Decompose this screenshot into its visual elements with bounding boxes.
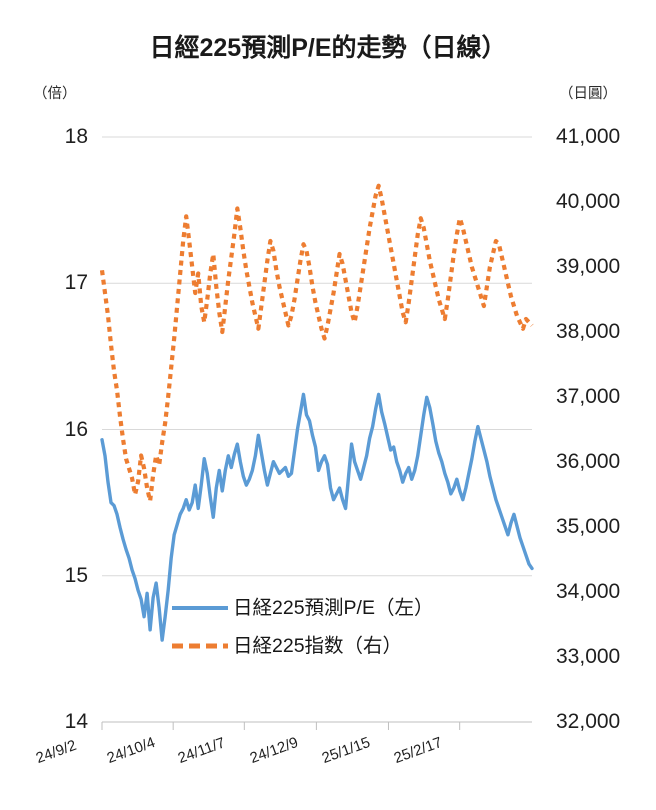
series-line-2 <box>99 183 534 504</box>
right-axis-tick-label: 32,000 <box>556 710 621 733</box>
gridlines <box>102 136 532 723</box>
right-axis-tick-label: 38,000 <box>556 320 621 343</box>
series-paths <box>99 183 534 642</box>
left-axis-tick-label: 14 <box>64 710 88 733</box>
legend-item-index-label: 日経225指数（右） <box>233 635 403 657</box>
right-axis-tick-label: 34,000 <box>556 580 621 603</box>
right-axis-unit-label: （日圓） <box>559 86 617 102</box>
right-axis-tick-label: 40,000 <box>556 190 621 213</box>
series-line-1 <box>100 392 534 642</box>
left-axis-tick-label: 15 <box>64 563 88 587</box>
chart-title: 日經225預測P/E的走勢（日線） <box>149 34 507 62</box>
right-axis-tick-label: 35,000 <box>556 515 621 538</box>
left-axis-tick-label: 18 <box>64 125 88 148</box>
right-axis-tick-label: 37,000 <box>556 385 621 408</box>
right-axis-tick-label: 33,000 <box>556 645 621 668</box>
right-axis-tick-label: 36,000 <box>556 450 621 473</box>
legend-item-pe-label: 日経225預測P/E（左） <box>233 597 434 619</box>
x-axis-tick-marks <box>101 722 461 730</box>
left-axis-unit-label: （倍） <box>33 86 77 102</box>
left-axis-tick-label: 17 <box>64 271 88 295</box>
left-axis-tick-label: 16 <box>64 417 88 441</box>
right-axis-tick-label: 39,000 <box>556 255 621 278</box>
right-axis-tick-label: 41,000 <box>556 125 621 148</box>
